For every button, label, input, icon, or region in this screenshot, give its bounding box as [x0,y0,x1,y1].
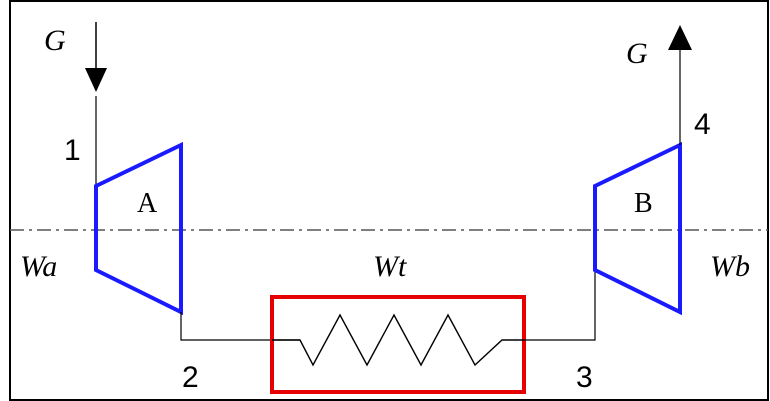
flow-out-label: G [626,37,648,70]
frame-border [9,0,769,401]
point-3-label: 3 [576,361,593,394]
component-a-label: A [137,188,158,219]
point-4-label: 4 [694,108,711,141]
point-2-label: 2 [182,361,199,394]
point-1-label: 1 [64,134,81,167]
component-b-shape [593,141,682,316]
heater-box [270,295,526,394]
component-b-label: B [634,188,653,219]
pipe-heater-to-b [524,270,596,341]
work-t-label: Wt [373,250,407,283]
flow-in-label: G [44,24,66,57]
component-a-shape [94,141,183,316]
pipe-a-to-heater [180,312,300,341]
work-a-label: Wa [20,250,57,283]
work-b-label: Wb [710,250,750,283]
zigzag-resistor-icon [272,313,524,367]
arrow-down-icon [85,22,107,92]
arrow-up-icon [668,25,692,50]
